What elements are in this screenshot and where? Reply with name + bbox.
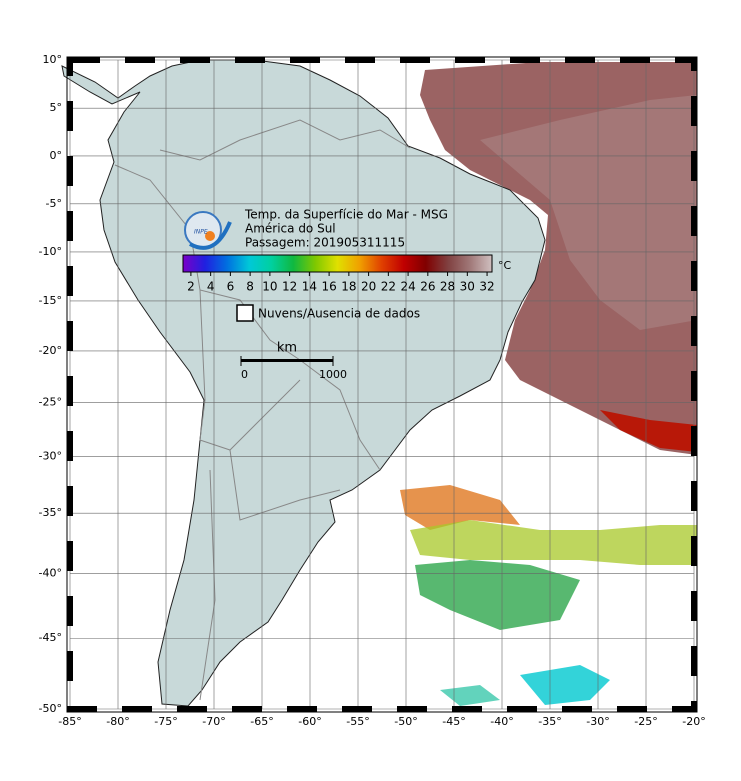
scale-unit: km xyxy=(277,341,297,356)
colorbar-tick-label: 22 xyxy=(381,280,396,294)
x-tick-label: -65° xyxy=(250,715,273,728)
legend-title: América do Sul xyxy=(245,222,336,236)
legend-title: Passagem: 201905311115 xyxy=(245,236,405,250)
colorbar-tick-label: 14 xyxy=(302,280,317,294)
y-tick-label: 5° xyxy=(50,101,63,114)
x-tick-label: -80° xyxy=(106,715,129,728)
logo-text: INPE xyxy=(194,229,208,236)
logo-arc xyxy=(189,221,232,250)
y-tick-label: -45° xyxy=(39,631,62,644)
x-tick-label: -25° xyxy=(634,715,657,728)
colorbar-tick-label: 24 xyxy=(400,280,415,294)
colorbar-tick-label: 26 xyxy=(420,280,435,294)
x-tick-label: -60° xyxy=(298,715,321,728)
colorbar-tick-label: 10 xyxy=(262,280,277,294)
colorbar-tick-label: 16 xyxy=(321,280,336,294)
y-tick-label: -15° xyxy=(39,294,62,307)
x-tick-label: -40° xyxy=(490,715,513,728)
colorbar-tick-label: 20 xyxy=(361,280,376,294)
colorbar-tick-label: 12 xyxy=(282,280,297,294)
no-data-label: Nuvens/Ausencia de dados xyxy=(258,307,420,321)
x-tick-label: -30° xyxy=(586,715,609,728)
colorbar-tick-label: 2 xyxy=(187,280,195,294)
y-tick-label: 10° xyxy=(43,53,63,66)
y-tick-label: -35° xyxy=(39,506,62,519)
logo-sun xyxy=(205,231,215,241)
colorbar-tick-label: 30 xyxy=(460,280,475,294)
scale-tick-label: 1000 xyxy=(319,368,347,381)
x-tick-label: -35° xyxy=(538,715,561,728)
scale-tick-label: 0 xyxy=(241,368,248,381)
y-tick-label: -10° xyxy=(39,245,62,258)
colorbar-tick-label: 4 xyxy=(207,280,215,294)
legend: INPE Temp. da Superfície do Mar - MSG Am… xyxy=(182,208,512,381)
colorbar-tick-label: 28 xyxy=(440,280,455,294)
y-tick-label: -5° xyxy=(46,197,62,210)
x-tick-label: -75° xyxy=(154,715,177,728)
colorbar-tick-label: 18 xyxy=(341,280,356,294)
sst-imagery xyxy=(400,62,697,706)
map-frame-outline xyxy=(66,56,698,713)
y-tick-label: -20° xyxy=(39,344,62,357)
y-tick-label: -25° xyxy=(39,396,62,409)
x-tick-label: -20° xyxy=(682,715,705,728)
y-tick-label: 0° xyxy=(50,149,63,162)
x-tick-label: -45° xyxy=(442,715,465,728)
y-tick-label: -30° xyxy=(39,450,62,463)
scale-bar xyxy=(241,359,333,362)
no-data-swatch xyxy=(236,304,254,322)
x-tick-label: -55° xyxy=(346,715,369,728)
y-tick-label: -40° xyxy=(39,566,62,579)
legend-title: Temp. da Superfície do Mar - MSG xyxy=(244,208,448,222)
y-tick-label: -50° xyxy=(39,702,62,715)
colorbar-tick-label: 32 xyxy=(479,280,494,294)
colorbar-tick-label: 6 xyxy=(227,280,235,294)
colorbar-tick-label: 8 xyxy=(246,280,254,294)
graticule xyxy=(69,59,695,710)
colorbar xyxy=(182,254,493,273)
colorbar-unit: °C xyxy=(498,259,512,272)
x-tick-label: -85° xyxy=(58,715,81,728)
x-tick-label: -50° xyxy=(394,715,417,728)
country-borders xyxy=(114,119,411,701)
x-tick-label: -70° xyxy=(202,715,225,728)
map-frame xyxy=(67,57,697,712)
